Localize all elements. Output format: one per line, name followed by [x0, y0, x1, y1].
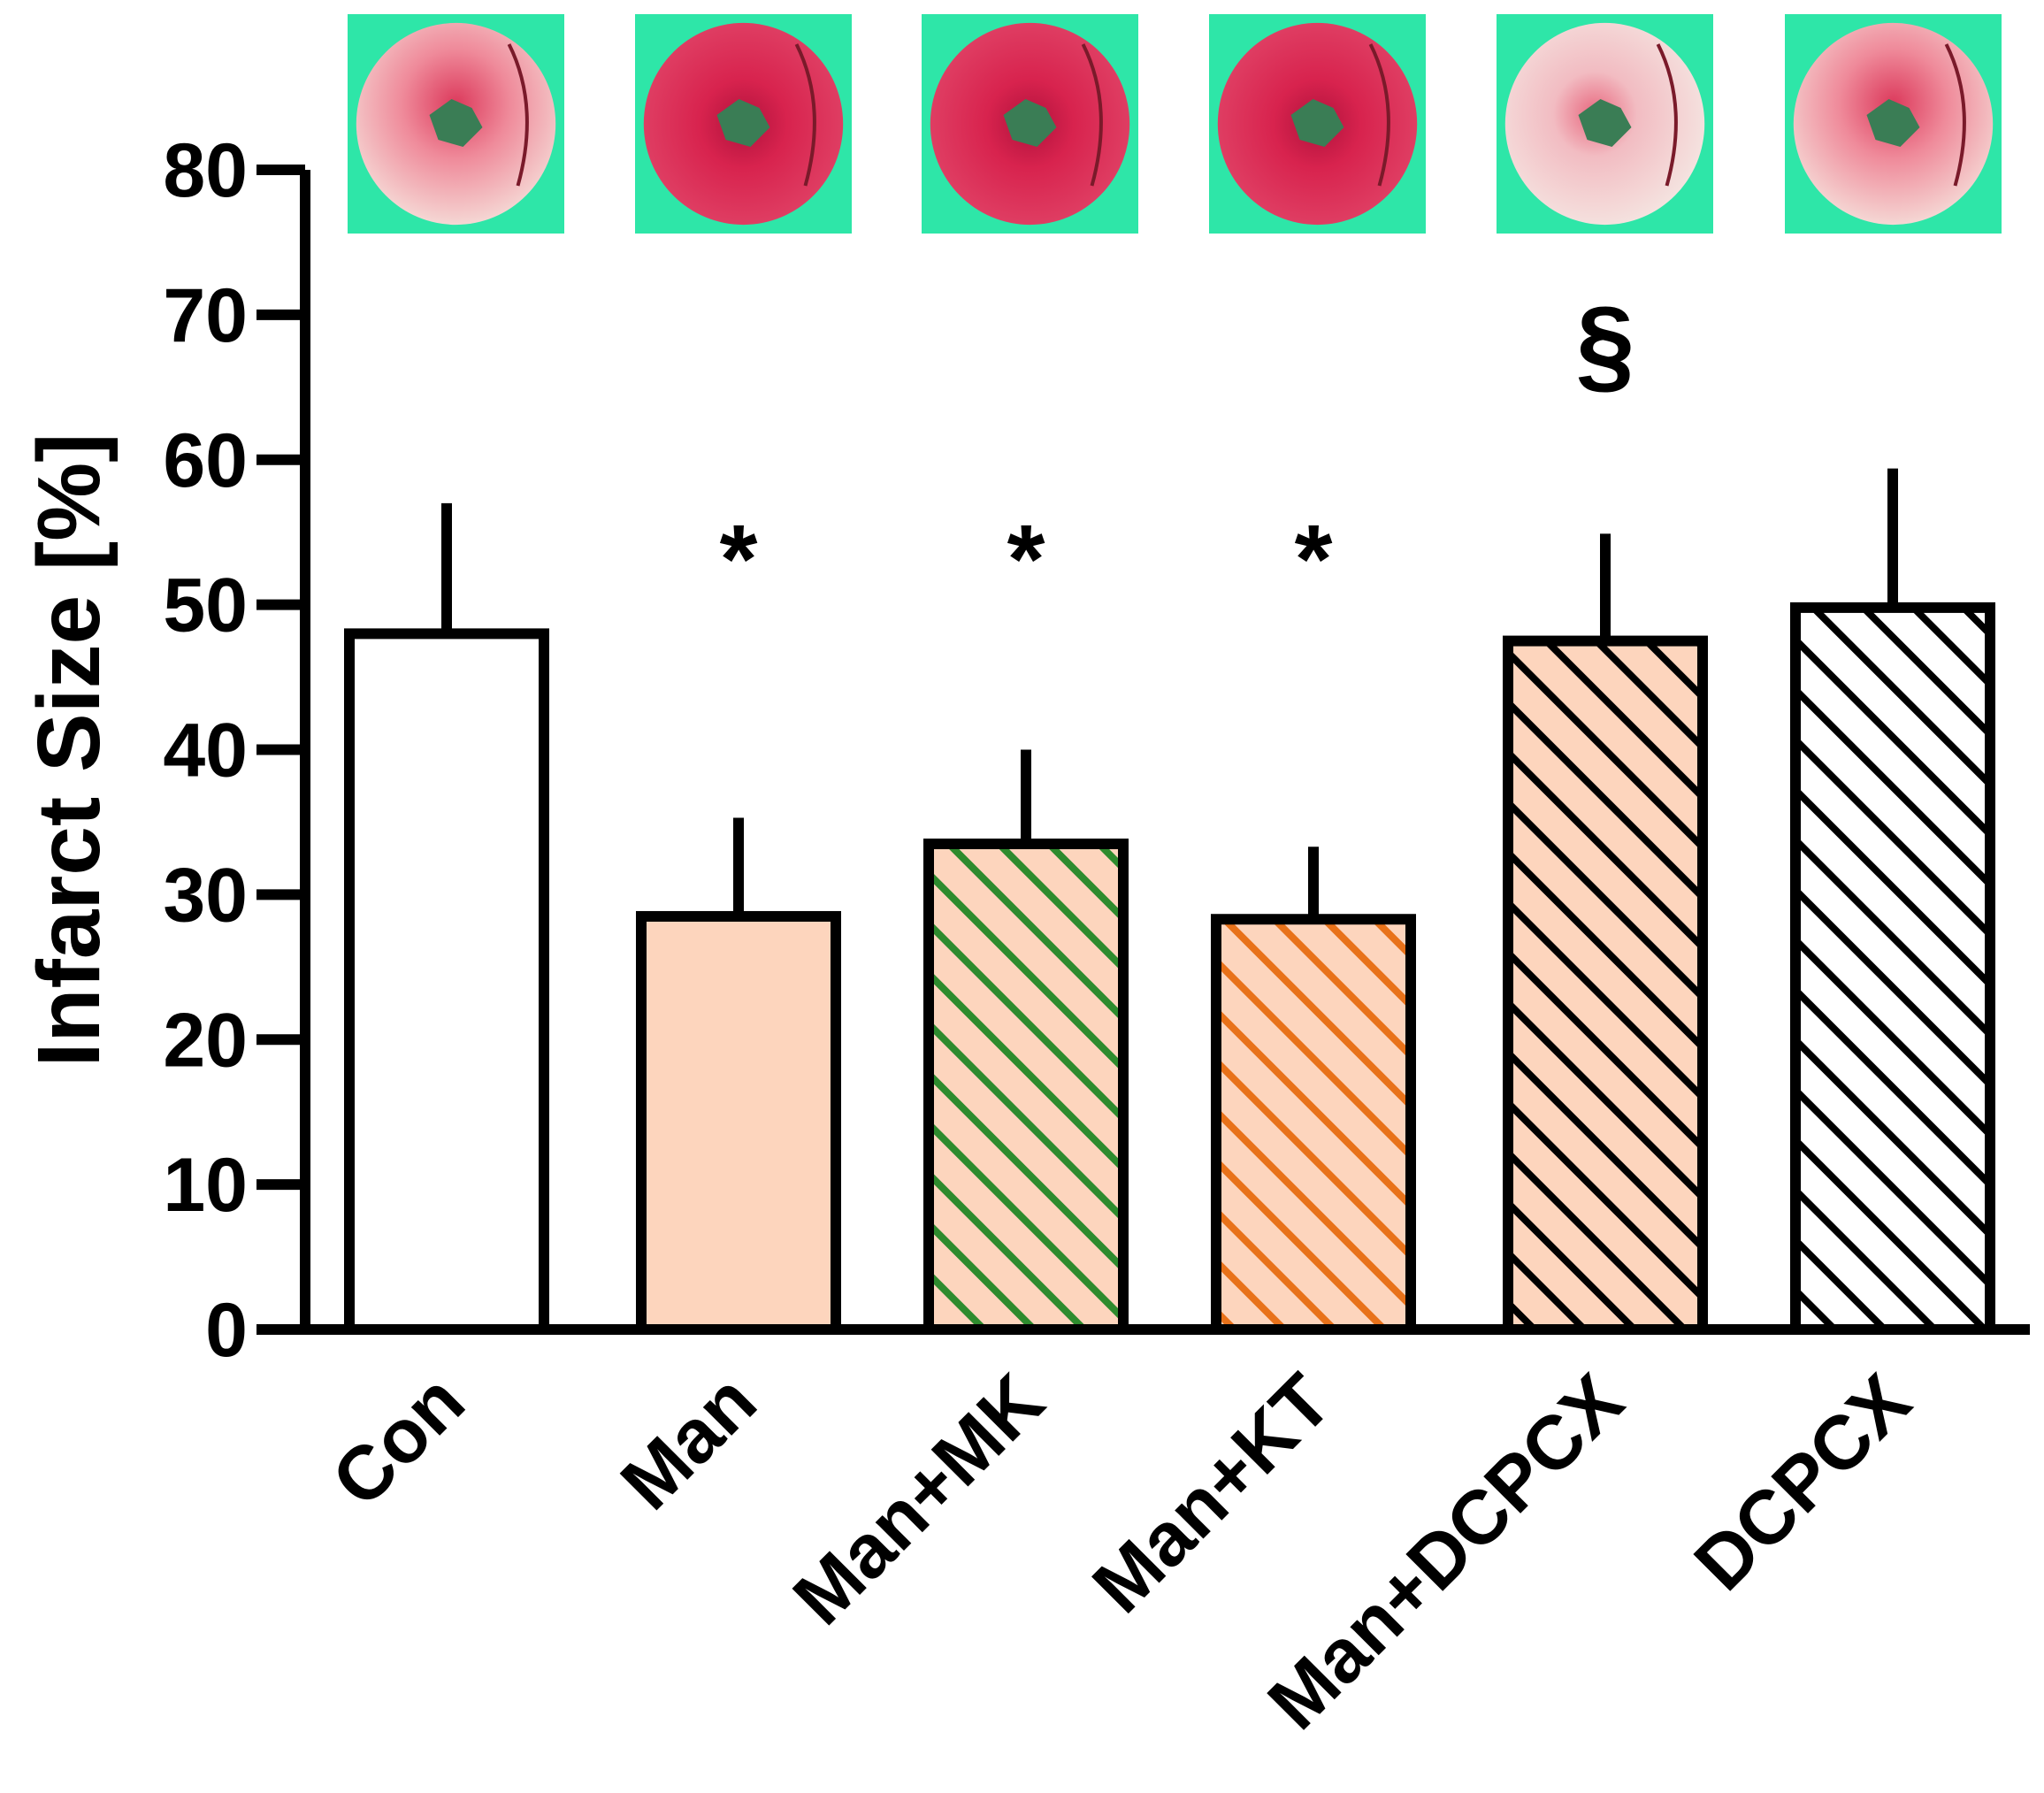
x-category-label: Man: [605, 1359, 773, 1527]
heart-slice-image: [1209, 14, 1426, 234]
y-tick-label: 10: [163, 1143, 248, 1228]
bar-man: [636, 910, 841, 1336]
axes: [300, 170, 2030, 1335]
heart-slice-image: [1497, 14, 1713, 234]
x-category-label: DCPCX: [1679, 1359, 1927, 1607]
x-category-label: Con: [316, 1359, 480, 1523]
bar-con: [344, 628, 549, 1335]
y-tick-label: 30: [163, 853, 248, 938]
significance-section-mark: §: [1576, 285, 1635, 403]
heart-slice-image: [348, 14, 564, 234]
significance-asterisk: *: [1295, 505, 1333, 614]
y-axis-ticks: 0 10 20 30 40 50 60 70 80: [163, 128, 305, 1373]
significance-annotations: * * * §: [720, 285, 1635, 614]
bar-dcpcx: [1790, 601, 1995, 1335]
significance-asterisk: *: [720, 505, 758, 614]
heart-slice-image: [922, 14, 1138, 234]
y-tick-label: 20: [163, 998, 248, 1083]
y-tick-label: 0: [205, 1288, 248, 1373]
y-tick-label: 50: [163, 563, 248, 648]
y-tick-label: 60: [163, 418, 248, 503]
bar-man-mk: [923, 839, 1129, 1335]
y-tick-label: 80: [163, 128, 248, 213]
y-tick-label: 40: [163, 709, 248, 793]
bars-layer: [344, 468, 1995, 1336]
x-category-label: Man+MK: [777, 1359, 1060, 1642]
y-tick-label: 70: [163, 273, 248, 358]
bar-man-dcpcx: [1503, 635, 1708, 1335]
x-category-label: Man+KT: [1076, 1359, 1347, 1629]
heart-slice-thumbnails: [348, 14, 2002, 234]
y-axis-title: Infarct Size [%]: [19, 433, 119, 1068]
heart-slice-image: [635, 14, 852, 234]
bar-man-kt: [1211, 914, 1416, 1335]
heart-slice-image: [1785, 14, 2002, 234]
significance-asterisk: *: [1007, 505, 1045, 614]
